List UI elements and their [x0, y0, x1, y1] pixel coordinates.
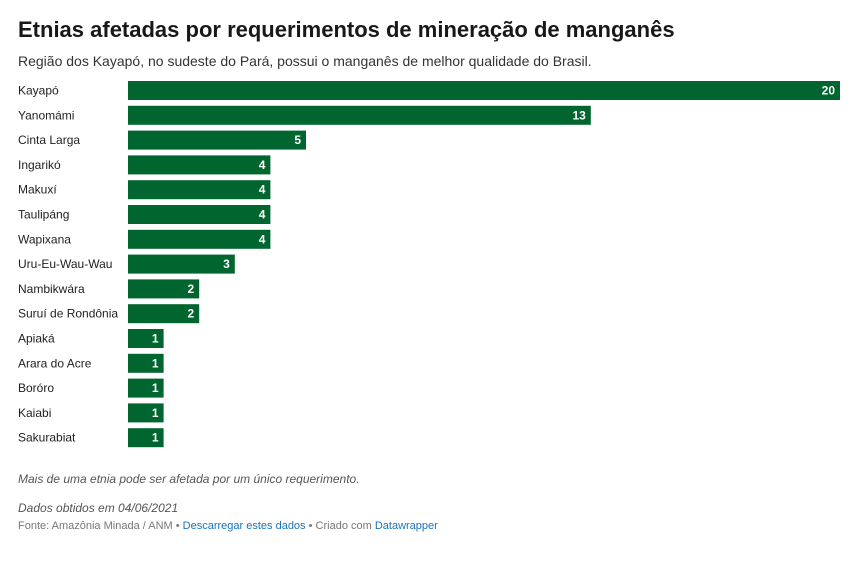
- category-label: Kayapó: [18, 84, 59, 98]
- value-label: 1: [152, 356, 159, 370]
- bar-row: Kayapó 20: [18, 81, 840, 100]
- bar-row: Uru-Eu-Wau-Wau 3: [18, 254, 235, 274]
- bar-row: Wapixana 4: [18, 229, 271, 249]
- bar: [128, 205, 271, 224]
- bar: [128, 279, 200, 299]
- bar-row: Sakurabiat 1: [18, 428, 164, 448]
- chart-title: Etnias afetadas por requerimentos de min…: [18, 17, 675, 42]
- value-label: 1: [152, 332, 159, 346]
- data-date-note: Dados obtidos em 04/06/2021: [18, 501, 179, 515]
- bar: [128, 81, 840, 100]
- category-label: Suruí de Rondônia: [18, 307, 118, 321]
- bar-row: Yanomámi 13: [18, 105, 591, 125]
- category-label: Wapixana: [18, 232, 71, 246]
- category-label: Kaiabi: [18, 406, 51, 420]
- footer: Fonte: Amazônia Minada / ANM • Descarreg…: [18, 520, 438, 532]
- category-label: Cinta Larga: [18, 133, 80, 147]
- category-label: Boróro: [18, 381, 54, 395]
- bar: [128, 304, 200, 324]
- bar: [128, 378, 164, 398]
- chart-note: Mais de uma etnia pode ser afetada por u…: [18, 472, 360, 486]
- value-label: 1: [152, 381, 159, 395]
- bar: [128, 254, 235, 274]
- footer-created-with: Criado com: [315, 520, 372, 532]
- bar-row: Ingarikó 4: [18, 155, 271, 175]
- category-label: Uru-Eu-Wau-Wau: [18, 257, 112, 271]
- bar: [128, 403, 164, 423]
- bar-row: Cinta Larga 5: [18, 130, 306, 150]
- value-label: 1: [152, 406, 159, 420]
- value-label: 20: [822, 84, 836, 98]
- bar: [128, 329, 164, 348]
- bar: [128, 353, 164, 373]
- value-label: 4: [259, 158, 266, 172]
- category-label: Nambikwára: [18, 282, 85, 296]
- value-label: 4: [259, 208, 266, 222]
- value-label: 2: [188, 307, 195, 321]
- bar: [128, 105, 591, 125]
- footer-separator: •: [305, 520, 316, 532]
- bar-row: Taulipáng 4: [18, 205, 271, 224]
- value-label: 13: [572, 108, 586, 122]
- bar: [128, 155, 271, 175]
- bar-row: Boróro 1: [18, 378, 164, 398]
- category-label: Makuxí: [18, 183, 57, 197]
- bar: [128, 130, 306, 150]
- bar-row: Arara do Acre 1: [18, 353, 164, 373]
- download-data-link[interactable]: Descarregar estes dados: [182, 520, 306, 532]
- bar-row: Suruí de Rondônia 2: [18, 304, 200, 324]
- bar-row: Makuxí 4: [18, 180, 271, 200]
- category-label: Sakurabiat: [18, 431, 76, 445]
- category-label: Taulipáng: [18, 208, 69, 222]
- value-label: 1: [152, 431, 159, 445]
- datawrapper-link[interactable]: Datawrapper: [374, 520, 438, 532]
- bar-row: Nambikwára 2: [18, 279, 200, 299]
- category-label: Yanomámi: [18, 108, 74, 122]
- value-label: 5: [294, 133, 301, 147]
- value-label: 3: [223, 257, 230, 271]
- category-label: Apiaká: [18, 332, 55, 346]
- category-label: Arara do Acre: [18, 356, 92, 370]
- footer-separator: •: [172, 520, 183, 532]
- bar: [128, 180, 271, 200]
- bar-row: Apiaká 1: [18, 329, 164, 348]
- value-label: 4: [259, 232, 266, 246]
- value-label: 4: [259, 183, 266, 197]
- footer-source: Fonte: Amazônia Minada / ANM: [18, 520, 173, 532]
- chart-subtitle: Região dos Kayapó, no sudeste do Pará, p…: [18, 53, 592, 69]
- bar: [128, 428, 164, 448]
- category-label: Ingarikó: [18, 158, 61, 172]
- bar: [128, 229, 271, 249]
- value-label: 2: [188, 282, 195, 296]
- bar-row: Kaiabi 1: [18, 403, 164, 423]
